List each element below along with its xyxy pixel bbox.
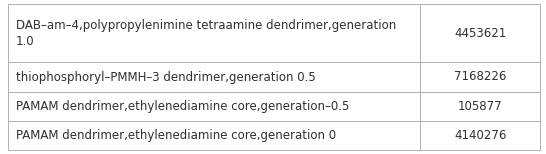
Bar [8,92,540,121]
Text: 4453621: 4453621 [454,27,506,40]
Bar [8,62,540,92]
Bar [8,121,540,150]
Text: thiophosphoryl–PMMH–3 dendrimer,generation 0.5: thiophosphoryl–PMMH–3 dendrimer,generati… [16,71,316,83]
Bar [8,4,540,62]
Text: 105877: 105877 [458,100,502,113]
Text: 4140276: 4140276 [454,129,506,142]
Text: 7168226: 7168226 [454,71,506,83]
Text: DAB–am–4,polypropylenimine tetraamine dendrimer,generation
1.0: DAB–am–4,polypropylenimine tetraamine de… [16,19,396,48]
Text: PAMAM dendrimer,ethylenediamine core,generation 0: PAMAM dendrimer,ethylenediamine core,gen… [16,129,336,142]
Text: PAMAM dendrimer,ethylenediamine core,generation–0.5: PAMAM dendrimer,ethylenediamine core,gen… [16,100,349,113]
